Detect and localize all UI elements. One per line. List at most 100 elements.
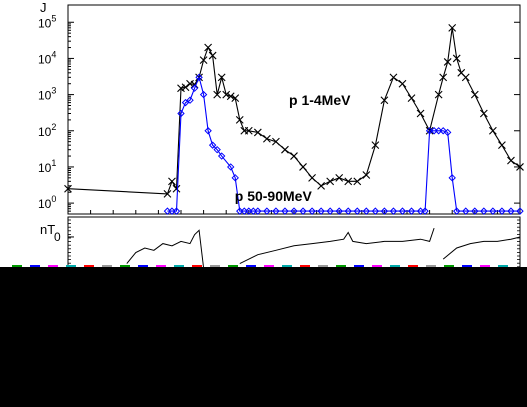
data-point — [389, 207, 398, 215]
label-p-1-4mev: p 1-4MeV — [289, 92, 351, 108]
data-point — [335, 173, 344, 182]
data-point — [217, 152, 226, 160]
data-point — [353, 207, 361, 215]
data-point — [181, 83, 190, 92]
flux-ytick-label: 100 — [38, 194, 56, 211]
data-point — [448, 23, 457, 32]
data-point — [407, 207, 416, 215]
data-point — [317, 181, 326, 190]
data-point — [244, 126, 253, 135]
field-ylabel: nT — [40, 222, 55, 237]
flux-ytick-label-exp: 4 — [51, 49, 56, 59]
field-trace — [126, 229, 205, 269]
flux-ytick-label-base: 10 — [38, 197, 52, 211]
data-point — [439, 127, 447, 135]
field-plot-frame — [67, 216, 521, 269]
data-point — [380, 207, 389, 215]
flux-ytick-label-exp: 2 — [51, 122, 56, 132]
data-point — [213, 145, 221, 154]
data-point — [471, 207, 479, 215]
field-trace — [442, 236, 521, 260]
data-point — [172, 184, 181, 193]
data-point — [398, 207, 407, 215]
data-point — [281, 207, 289, 215]
data-point — [299, 207, 307, 215]
data-point — [163, 189, 172, 198]
flux-ytick-label-exp: 0 — [51, 194, 56, 204]
data-point — [317, 207, 325, 215]
data-point — [479, 109, 488, 118]
data-point — [448, 174, 456, 182]
data-point — [204, 43, 213, 52]
data-point — [453, 207, 461, 215]
data-point — [299, 163, 307, 171]
flux-ytick-label-base: 10 — [38, 16, 52, 30]
data-point — [177, 84, 185, 93]
data-point — [272, 137, 280, 146]
data-point — [362, 207, 371, 215]
flux-ytick-label: 105 — [38, 13, 56, 30]
flux-ytick-label: 103 — [38, 86, 56, 103]
data-point — [199, 56, 208, 64]
data-point — [452, 54, 461, 63]
field-ytick-label: 0 — [54, 230, 61, 244]
data-point — [439, 73, 448, 82]
data-point — [190, 84, 199, 92]
data-point — [172, 207, 181, 215]
data-point — [489, 207, 497, 215]
label-p-50-90mev: p 50-90MeV — [235, 188, 313, 204]
flux-ylabel: J — [40, 0, 47, 15]
data-point — [362, 171, 371, 179]
data-point — [371, 141, 380, 150]
series-p-1-4mev — [64, 23, 524, 198]
data-point — [344, 177, 353, 186]
data-point — [235, 115, 244, 124]
data-point — [195, 73, 203, 82]
data-point — [272, 207, 280, 215]
data-point — [353, 177, 362, 186]
flux-ytick-label-exp: 1 — [51, 158, 56, 168]
data-point — [208, 141, 217, 149]
data-point — [199, 90, 208, 99]
data-point — [263, 207, 271, 215]
data-point — [208, 51, 217, 60]
data-point — [308, 207, 316, 215]
data-point — [177, 109, 185, 118]
data-point — [64, 184, 72, 193]
data-point — [204, 127, 212, 135]
blackout-region — [0, 267, 527, 407]
data-point — [186, 96, 194, 104]
data-point — [226, 92, 235, 101]
data-point — [281, 145, 289, 154]
data-point — [416, 109, 425, 118]
series-p-50-90mev — [163, 73, 524, 215]
data-point — [253, 128, 262, 137]
data-point — [480, 207, 488, 215]
data-point — [507, 207, 515, 215]
data-point — [213, 90, 222, 99]
flux-ytick-label-exp: 5 — [51, 13, 56, 23]
series-field — [126, 227, 521, 269]
data-point — [227, 163, 235, 171]
flux-ytick-label-base: 10 — [38, 125, 52, 139]
data-point — [421, 207, 429, 215]
data-point — [222, 90, 231, 99]
data-point — [516, 163, 524, 171]
data-point — [168, 177, 176, 186]
data-point — [407, 94, 416, 102]
flux-ytick-label-base: 10 — [38, 161, 52, 175]
data-point — [231, 94, 240, 102]
data-point — [181, 98, 190, 107]
data-point — [498, 207, 506, 215]
data-point — [470, 90, 479, 99]
series-line — [167, 75, 520, 212]
flux-ytick-label: 102 — [38, 122, 56, 139]
data-point — [290, 207, 298, 215]
field-trace — [239, 227, 435, 265]
data-point — [262, 134, 271, 143]
data-point — [344, 207, 352, 215]
data-point — [254, 207, 262, 215]
data-point — [461, 73, 470, 82]
